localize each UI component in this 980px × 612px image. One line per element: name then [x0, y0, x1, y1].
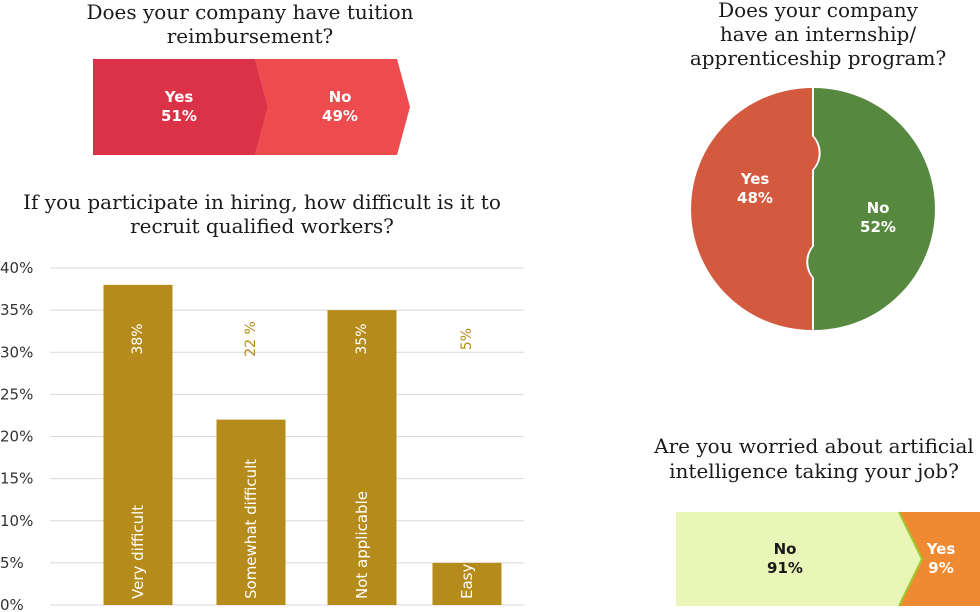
internship-chart: Does your company have an internship/ ap… — [690, 0, 946, 330]
hiring-category-label: Somewhat difficult — [242, 459, 260, 599]
internship-no-label: No — [867, 199, 890, 217]
y-tick-label: 5% — [0, 554, 24, 572]
hiring-bar-labels: 38% Very difficult 22 % Somewhat difficult 3… — [129, 321, 476, 599]
internship-title-line-2: have an internship/ — [720, 22, 916, 46]
ai-yes-segment — [899, 512, 980, 606]
internship-yes-piece — [691, 88, 819, 330]
hiring-bar — [327, 310, 397, 605]
tuition-yes-value: 51% — [161, 107, 197, 125]
ai-no-segment — [676, 512, 922, 606]
y-tick-label: 30% — [0, 343, 33, 361]
hiring-title-line-1: If you participate in hiring, how diffic… — [23, 190, 501, 214]
hiring-value-label: 5% — [459, 328, 475, 350]
tuition-no-segment — [255, 59, 410, 155]
hiring-bar — [103, 284, 173, 605]
internship-no-value: 52% — [860, 218, 896, 236]
internship-yes-value: 48% — [737, 189, 773, 207]
y-tick-label: 15% — [0, 470, 33, 488]
y-tick-label: 0% — [0, 596, 24, 612]
tuition-yes-label: Yes — [164, 88, 194, 106]
internship-title-line-3: apprenticeship program? — [690, 46, 946, 70]
hiring-bar — [432, 562, 502, 605]
y-tick-label: 25% — [0, 385, 33, 403]
hiring-y-axis: 0% 5% 10% 15% 20% 25% 30% 35% 40% — [0, 259, 33, 612]
ai-segment-divider — [898, 511, 924, 607]
ai-no-label: No — [774, 540, 797, 558]
y-tick-label: 10% — [0, 512, 33, 530]
internship-title-line-1: Does your company — [718, 0, 918, 22]
hiring-category-label: Not applicable — [353, 491, 371, 599]
ai-yes-label: Yes — [926, 540, 956, 558]
hiring-value-label: 22 % — [243, 321, 259, 357]
hiring-category-label: Easy — [458, 564, 476, 599]
tuition-title-line-2: reimbursement? — [167, 24, 334, 48]
hiring-value-label: 38% — [130, 323, 146, 354]
ai-title-line-1: Are you worried about artificial — [653, 434, 974, 458]
tuition-no-value: 49% — [322, 107, 358, 125]
hiring-chart: If you participate in hiring, how diffic… — [0, 190, 524, 612]
y-tick-label: 40% — [0, 259, 33, 277]
tuition-chart: Does your company have tuition reimburse… — [86, 0, 414, 155]
ai-no-value: 91% — [767, 559, 803, 577]
ai-yes-value: 9% — [928, 559, 953, 577]
hiring-bar — [216, 419, 286, 605]
hiring-value-label: 35% — [354, 323, 370, 354]
internship-yes-label: Yes — [740, 170, 770, 188]
tuition-no-label: No — [329, 88, 352, 106]
ai-title-line-2: intelligence taking your job? — [669, 459, 959, 483]
hiring-bars — [103, 284, 502, 605]
ai-chart: Are you worried about artificial intelli… — [653, 434, 980, 607]
hiring-title-line-2: recruit qualified workers? — [130, 214, 394, 238]
y-tick-label: 20% — [0, 428, 33, 446]
tuition-yes-segment — [93, 59, 268, 155]
hiring-category-label: Very difficult — [129, 505, 147, 599]
y-tick-label: 35% — [0, 301, 33, 319]
tuition-title-line-1: Does your company have tuition — [86, 0, 413, 24]
internship-no-piece — [808, 88, 935, 330]
